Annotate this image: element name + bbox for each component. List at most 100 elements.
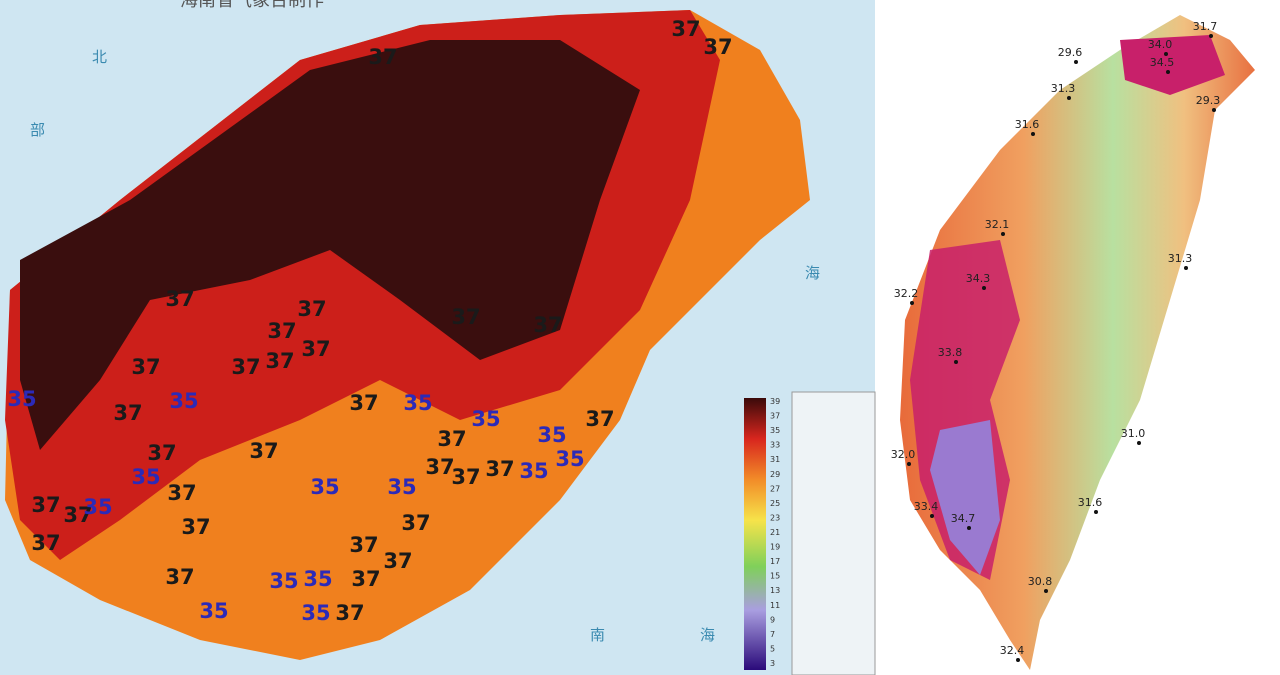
isotherm-label: 37	[131, 355, 160, 379]
colorbar-tick: 31	[770, 455, 780, 464]
isotherm-label: 35	[310, 475, 339, 499]
isotherm-label: 37	[425, 455, 454, 479]
isotherm-label: 37	[31, 493, 60, 517]
station	[1016, 658, 1020, 662]
colorbar-tick: 39	[770, 397, 780, 406]
station-temp: 34.5	[1150, 56, 1175, 69]
isotherm-label: 37	[297, 297, 326, 321]
colorbar-tick: 13	[770, 586, 780, 595]
isotherm-label: 37	[383, 549, 412, 573]
colorbar	[744, 398, 766, 670]
colorbar-tick: 29	[770, 470, 780, 479]
colorbar-tick: 21	[770, 528, 780, 537]
map-title: 海南省气象台制作	[180, 0, 324, 11]
isotherm-label: 37	[485, 457, 514, 481]
colorbar-tick: 3	[770, 659, 775, 668]
colorbar-tick: 17	[770, 557, 780, 566]
station	[907, 462, 911, 466]
station	[1044, 589, 1048, 593]
station-temp: 31.6	[1078, 496, 1103, 509]
isotherm-label: 35	[7, 387, 36, 411]
colorbar-tick: 37	[770, 412, 780, 421]
isotherm-label: 37	[368, 45, 397, 69]
station-temp: 30.8	[1028, 575, 1053, 588]
station	[1184, 266, 1188, 270]
colorbar-tick: 33	[770, 441, 780, 450]
station	[1001, 232, 1005, 236]
colorbar-tick: 7	[770, 630, 775, 639]
colorbar-tick: 25	[770, 499, 780, 508]
colorbar-tick: 23	[770, 513, 780, 522]
isotherm-label: 37	[585, 407, 614, 431]
station-temp: 32.2	[894, 287, 919, 300]
station	[1164, 52, 1168, 56]
isotherm-label: 37	[351, 567, 380, 591]
isotherm-label: 35	[403, 391, 432, 415]
isotherm-label: 37	[165, 565, 194, 589]
station-temp: 34.7	[951, 512, 976, 525]
isotherm-label: 37	[349, 391, 378, 415]
isotherm-label: 37	[63, 503, 92, 527]
isotherm-label: 37	[31, 531, 60, 555]
station	[1166, 70, 1170, 74]
sea-label: 海	[700, 626, 715, 644]
station-temp: 29.3	[1196, 94, 1221, 107]
station-temp: 33.8	[938, 346, 963, 359]
isotherm-label: 37	[451, 305, 480, 329]
isotherm-label: 35	[301, 601, 330, 625]
isotherm-label: 37	[301, 337, 330, 361]
colorbar-tick: 15	[770, 572, 780, 581]
hot-north	[1120, 35, 1225, 95]
isotherm-label: 37	[335, 601, 364, 625]
station-temp: 29.6	[1058, 46, 1083, 59]
hottest-west	[930, 420, 1000, 575]
isotherm-label: 37	[265, 349, 294, 373]
station-temp: 32.0	[891, 448, 916, 461]
isotherm-label: 35	[387, 475, 416, 499]
station	[967, 526, 971, 530]
station-temp: 34.3	[966, 272, 991, 285]
station-temp: 33.4	[914, 500, 939, 513]
sea-label: 海	[805, 264, 820, 282]
isotherm-label: 35	[83, 495, 112, 519]
station	[910, 301, 914, 305]
station-temp: 31.6	[1015, 118, 1040, 131]
inset-map	[791, 391, 876, 675]
isotherm-label: 37	[267, 319, 296, 343]
colorbar-tick: 9	[770, 615, 775, 624]
isotherm-label: 37	[181, 515, 210, 539]
station-temp: 31.3	[1168, 252, 1193, 265]
station	[1212, 108, 1216, 112]
isotherm-label: 37	[533, 313, 562, 337]
sea-label: 部	[30, 121, 45, 139]
station	[930, 514, 934, 518]
colorbar-tick: 11	[770, 601, 780, 610]
station	[982, 286, 986, 290]
isotherm-label: 37	[401, 511, 430, 535]
isotherm-label: 35	[169, 389, 198, 413]
station	[1137, 441, 1141, 445]
isotherm-label: 37	[349, 533, 378, 557]
station-temp: 32.4	[1000, 644, 1025, 657]
station-temp: 31.0	[1121, 427, 1146, 440]
station	[1094, 510, 1098, 514]
isotherm-label: 35	[555, 447, 584, 471]
isotherm-label: 35	[199, 599, 228, 623]
station	[1067, 96, 1071, 100]
station	[1209, 34, 1213, 38]
colorbar-tick: 5	[770, 644, 775, 653]
isotherm-label: 37	[437, 427, 466, 451]
station	[1031, 132, 1035, 136]
station	[1074, 60, 1078, 64]
colorbar-tick: 19	[770, 543, 780, 552]
isotherm-label: 37	[231, 355, 260, 379]
sea-label: 北	[92, 48, 107, 66]
isotherm-label: 35	[471, 407, 500, 431]
colorbar-tick: 27	[770, 484, 780, 493]
station-temp: 34.0	[1148, 38, 1173, 51]
isotherm-label: 37	[451, 465, 480, 489]
colorbar-tick: 35	[770, 426, 780, 435]
isotherm-label: 37	[113, 401, 142, 425]
